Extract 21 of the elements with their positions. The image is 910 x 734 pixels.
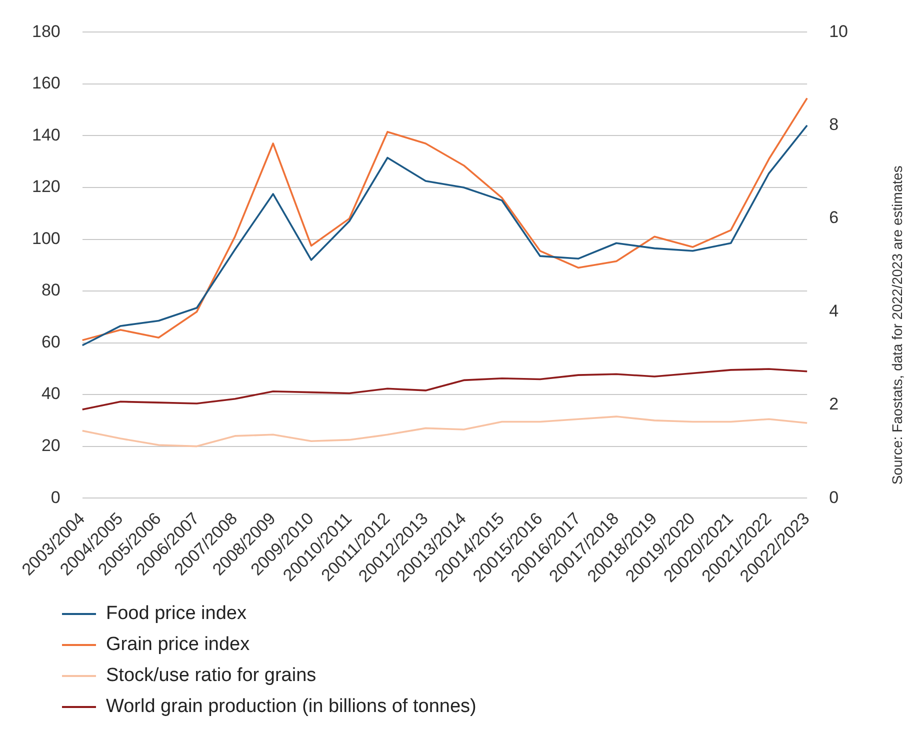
y2-tick-label: 8 [829, 115, 839, 134]
source-note: Source: Faostats, data for 2022/2023 are estimates [888, 166, 905, 485]
legend-label: Food price index [106, 602, 246, 624]
legend-label: Stock/use ratio for grains [106, 664, 316, 686]
y-tick-label: 80 [41, 280, 60, 300]
y2-tick-label: 2 [829, 394, 839, 414]
y-tick-label: 160 [32, 74, 60, 93]
y2-tick-label: 10 [829, 22, 848, 41]
y2-tick-label: 0 [829, 488, 839, 507]
legend-label: Grain price index [106, 634, 250, 656]
y2-tick-label: 6 [829, 208, 839, 228]
y-tick-label: 180 [32, 22, 60, 41]
y2-tick-label: 4 [829, 301, 839, 320]
y-tick-label: 120 [32, 177, 60, 196]
y-tick-label: 100 [32, 228, 60, 248]
y-tick-label: 20 [41, 436, 60, 455]
y-tick-label: 40 [41, 384, 60, 404]
y-tick-label: 140 [32, 125, 60, 144]
y-tick-label: 0 [50, 488, 60, 507]
legend-label: World grain production (in billions of tonnes) [106, 696, 476, 718]
y-tick-label: 60 [41, 332, 60, 352]
